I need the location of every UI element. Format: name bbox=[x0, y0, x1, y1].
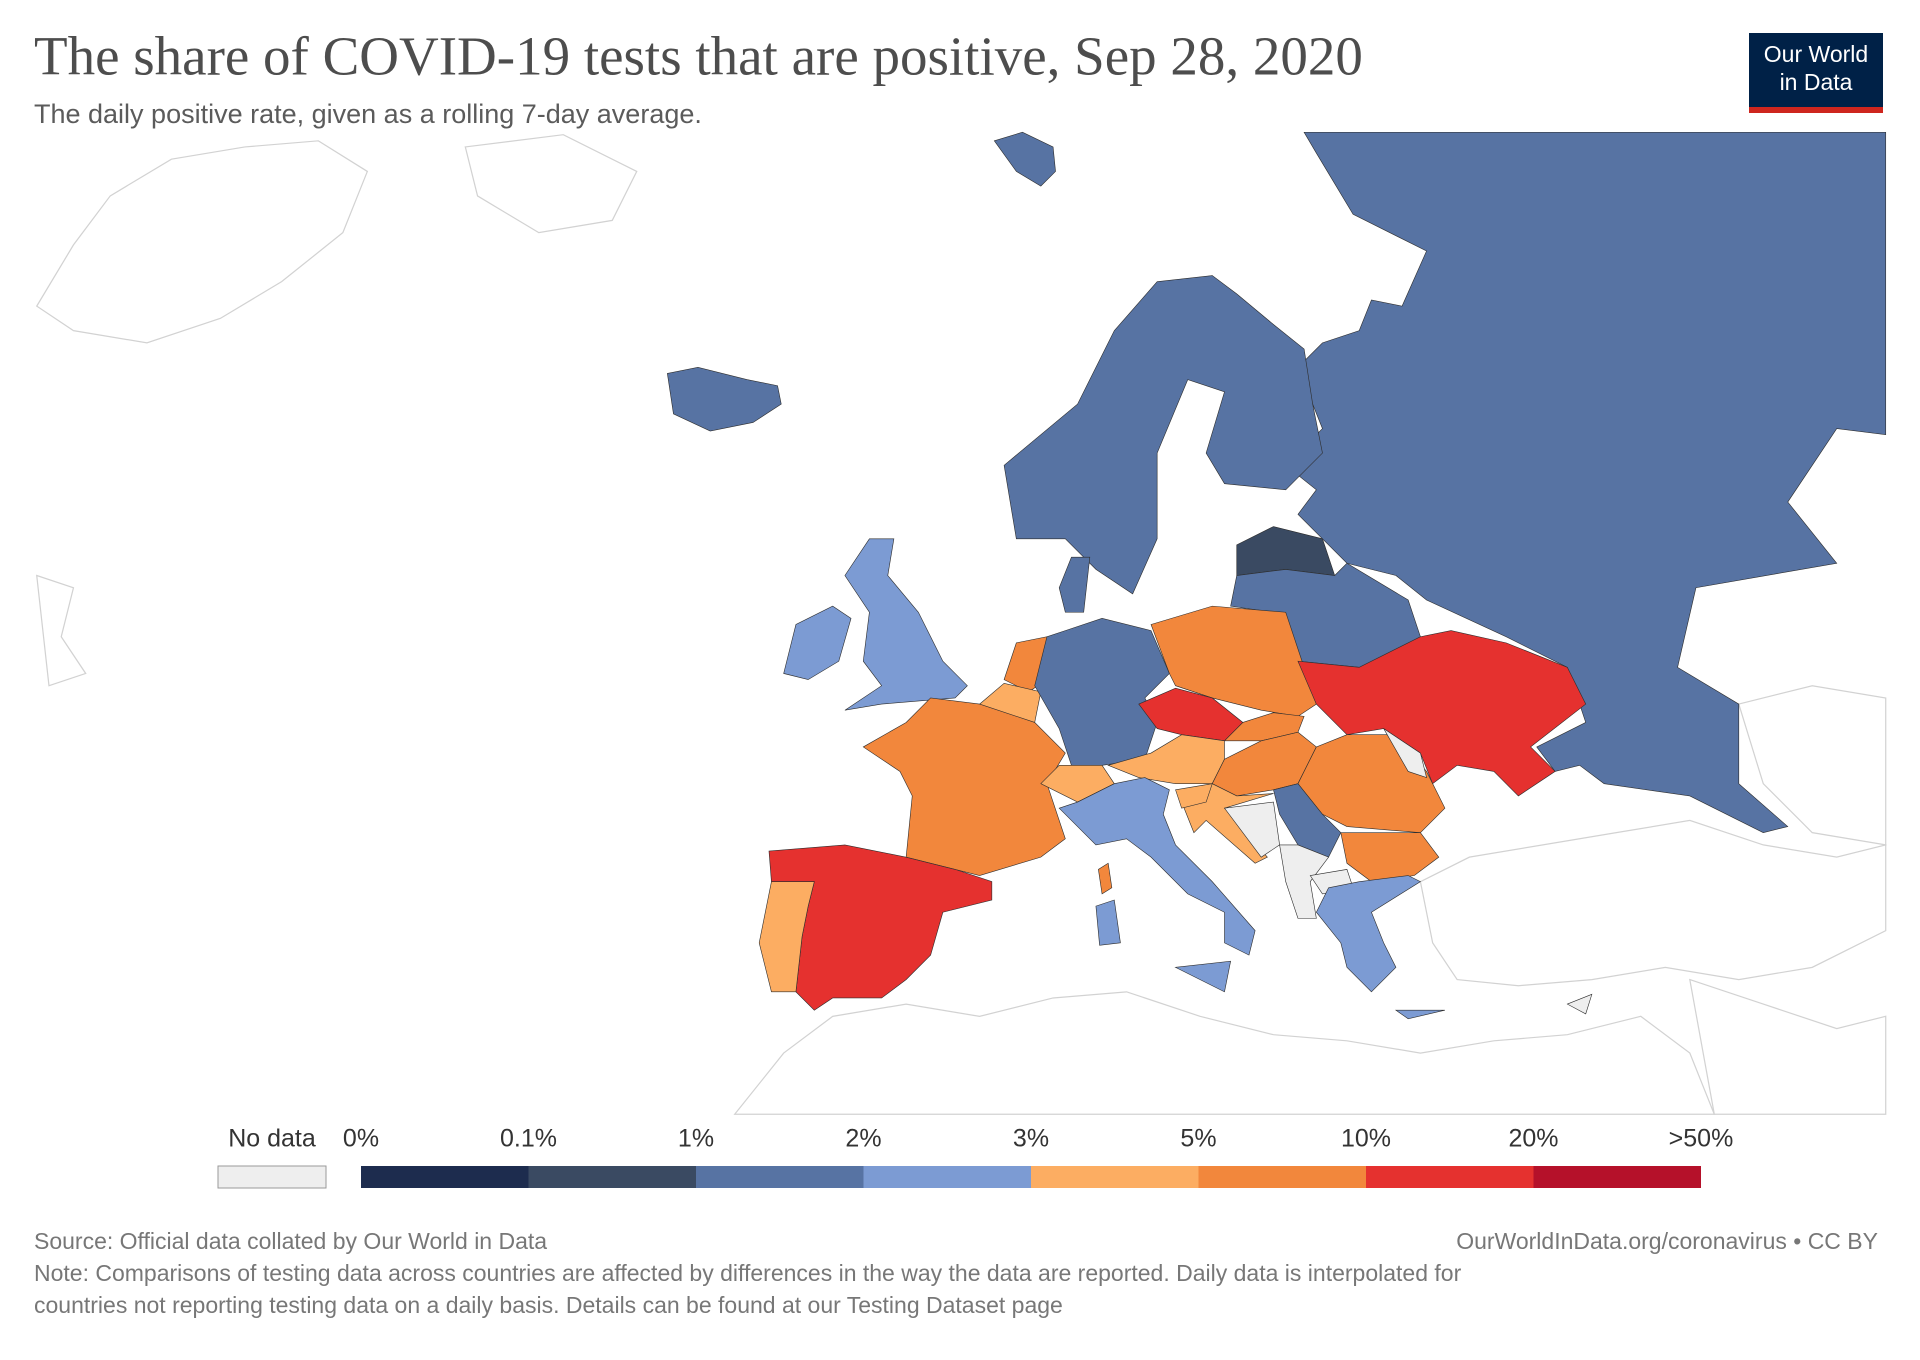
subtitle: The daily positive rate, given as a roll… bbox=[34, 99, 702, 129]
land-outline bbox=[1689, 978, 1887, 1115]
country-region bbox=[1383, 728, 1427, 779]
country-region bbox=[1315, 875, 1422, 993]
legend-swatch bbox=[528, 1166, 696, 1188]
country-region bbox=[1273, 783, 1342, 858]
country-region bbox=[1095, 899, 1121, 946]
legend-swatch bbox=[863, 1166, 1031, 1188]
legend: No data 0% 0.1% 1% 2% 3% 5% 10% 20% >50% bbox=[217, 1125, 1734, 1189]
country-region bbox=[1058, 556, 1091, 613]
note: countries not reporting testing data on … bbox=[34, 1292, 1063, 1318]
logo-text: in Data bbox=[1780, 69, 1853, 95]
country-region bbox=[1174, 960, 1232, 993]
land-outline bbox=[1419, 819, 1887, 987]
country-region bbox=[1394, 1009, 1445, 1020]
title: The share of COVID-19 tests that are pos… bbox=[34, 26, 1363, 87]
legend-label: 10% bbox=[1341, 1125, 1391, 1153]
legend-swatch bbox=[696, 1166, 864, 1188]
map bbox=[35, 131, 1887, 1115]
legend-swatch bbox=[1533, 1166, 1701, 1188]
logo-text: Our World bbox=[1764, 41, 1868, 67]
legend-label: 5% bbox=[1180, 1125, 1216, 1153]
country-region bbox=[1175, 783, 1213, 809]
country-region bbox=[758, 881, 815, 993]
country-region bbox=[1566, 993, 1593, 1015]
no-data-label: No data bbox=[228, 1125, 316, 1153]
legend-label: >50% bbox=[1669, 1125, 1734, 1153]
country-region bbox=[1058, 777, 1256, 956]
legend-swatch bbox=[1366, 1166, 1534, 1188]
country-region bbox=[783, 605, 852, 680]
note: Note: Comparisons of testing data across… bbox=[34, 1260, 1462, 1286]
country-region bbox=[1098, 862, 1113, 895]
legend-label: 0.1% bbox=[500, 1125, 557, 1153]
country-region bbox=[667, 367, 782, 432]
url: OurWorldInData.org/coronavirus • CC BY bbox=[1456, 1228, 1878, 1254]
country-region bbox=[862, 697, 1066, 876]
country-region bbox=[1003, 275, 1323, 595]
land-outline bbox=[1738, 685, 1887, 846]
no-data-swatch bbox=[217, 1165, 327, 1189]
country-region bbox=[1340, 832, 1440, 882]
source: Source: Official data collated by Our Wo… bbox=[34, 1228, 547, 1254]
land-outline bbox=[36, 574, 87, 687]
land-outline bbox=[35, 140, 369, 344]
legend-swatch bbox=[1198, 1166, 1366, 1188]
legend-label: 20% bbox=[1508, 1125, 1558, 1153]
legend-label: 3% bbox=[1013, 1125, 1049, 1153]
logo-box bbox=[1749, 33, 1883, 113]
logo: Our World in Data bbox=[1749, 33, 1883, 113]
country-region bbox=[844, 538, 968, 711]
legend-label: 1% bbox=[678, 1125, 714, 1153]
country-region bbox=[1279, 844, 1330, 919]
legend-swatch bbox=[361, 1166, 529, 1188]
legend-swatch bbox=[1031, 1166, 1199, 1188]
land-outline bbox=[464, 134, 638, 234]
legend-label: 0% bbox=[343, 1125, 379, 1153]
land-outline bbox=[733, 991, 1716, 1115]
country-region bbox=[993, 131, 1056, 187]
logo-bar bbox=[1749, 107, 1883, 113]
legend-label: 2% bbox=[845, 1125, 881, 1153]
